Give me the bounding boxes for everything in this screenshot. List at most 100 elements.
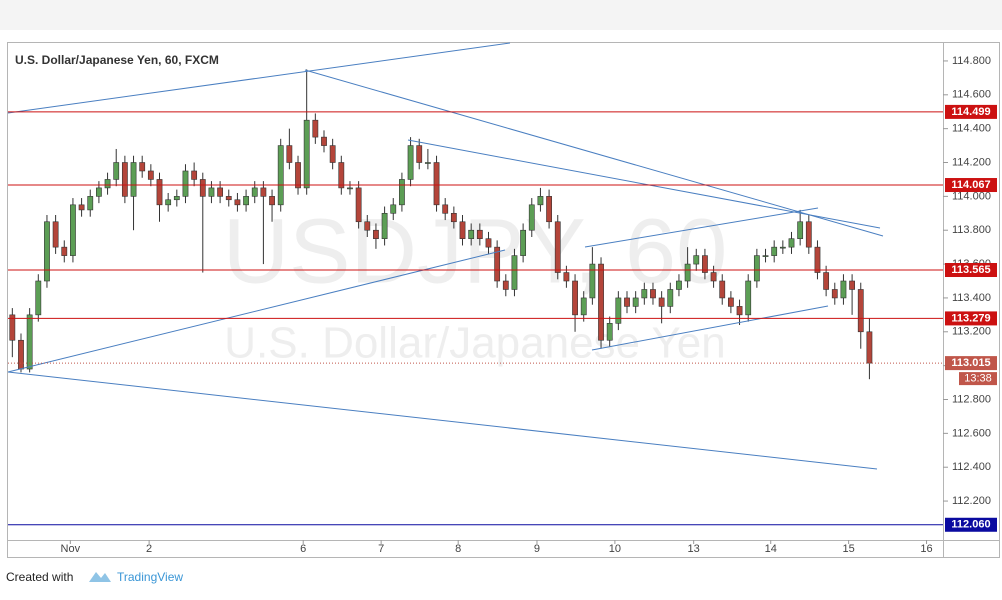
- candle-body: [286, 145, 293, 163]
- candle-body: [130, 162, 137, 197]
- y-tick-label: 112.200: [952, 495, 991, 507]
- trend-line: [7, 371, 878, 470]
- candle-body: [502, 280, 509, 290]
- candle-body: [407, 145, 414, 180]
- x-tick-label: 13: [688, 543, 700, 555]
- level-label: 113.279: [951, 312, 990, 324]
- trend-line: [584, 207, 819, 248]
- top-bar: [0, 0, 1002, 30]
- candle-body: [849, 280, 855, 290]
- candle-body: [468, 229, 475, 239]
- brand-link[interactable]: TradingView: [117, 570, 183, 584]
- candle-body: [373, 229, 379, 239]
- candle-body: [321, 136, 327, 146]
- candle-body: [277, 145, 284, 206]
- y-tick-label: 113.800: [952, 224, 991, 236]
- level-label: 114.067: [951, 179, 990, 191]
- candle-body: [684, 263, 691, 282]
- candle-body: [702, 255, 708, 273]
- title-bg: [10, 51, 232, 69]
- y-tick-label: 114.000: [952, 190, 991, 202]
- candle-body: [485, 238, 492, 248]
- last-price-bg: [945, 356, 997, 371]
- watermark: USDJPY, 60: [223, 200, 728, 302]
- candle-body: [546, 196, 552, 223]
- candle-body: [399, 179, 405, 206]
- candle-body: [217, 187, 224, 197]
- chart-title: U.S. Dollar/Japanese Yen, 60, FXCM: [15, 53, 219, 67]
- candle-body: [476, 229, 483, 239]
- candle-body: [459, 221, 466, 239]
- candle-body: [598, 263, 604, 341]
- x-tick-label: Nov: [61, 543, 81, 555]
- candle-body: [61, 246, 68, 256]
- candle-body: [719, 280, 726, 299]
- candle-body: [381, 212, 388, 239]
- candle-body: [78, 204, 85, 211]
- candle-body: [243, 196, 249, 206]
- candle-body: [35, 280, 42, 316]
- x-tick-label: 9: [534, 543, 540, 555]
- candle-body: [641, 289, 648, 299]
- last-price-label: 113.015: [951, 357, 990, 369]
- candle-body: [208, 187, 215, 197]
- candle-body: [779, 246, 786, 249]
- candle-body: [667, 289, 674, 307]
- candle-body: [26, 314, 33, 370]
- candle-body: [753, 255, 760, 282]
- candle-body: [104, 179, 111, 189]
- candle-body: [355, 187, 362, 223]
- candle-body: [182, 170, 189, 197]
- countdown-label: 13:38: [964, 373, 992, 385]
- candle-body: [632, 297, 639, 307]
- chart-frame: [7, 42, 1000, 558]
- candle-body: [831, 289, 838, 299]
- candle-body: [156, 179, 163, 206]
- candle-body: [295, 162, 301, 189]
- candle-body: [823, 272, 830, 290]
- candle-body: [269, 196, 275, 206]
- candle-body: [727, 297, 734, 307]
- candle-body: [511, 255, 518, 290]
- candle-body: [260, 187, 267, 197]
- x-tick-label: 16: [920, 543, 932, 555]
- y-tick-label: 112.800: [952, 393, 991, 405]
- candle-body: [18, 339, 24, 370]
- candle-body: [537, 196, 544, 206]
- y-tick-label: 114.200: [952, 156, 991, 168]
- candle-body: [165, 199, 172, 206]
- candle-body: [554, 221, 561, 273]
- candle-body: [442, 204, 449, 214]
- candle-body: [70, 204, 76, 256]
- candle-body: [797, 221, 804, 239]
- candles: [9, 69, 873, 380]
- x-tick-label: 7: [378, 543, 384, 555]
- candle-body: [234, 199, 241, 206]
- candle-body: [771, 246, 778, 256]
- candle-body: [312, 119, 319, 138]
- candle-body: [745, 280, 752, 316]
- x-tick-label: 14: [765, 543, 777, 555]
- candle-body: [572, 280, 578, 316]
- brand-logo: [89, 572, 111, 582]
- candle-body: [347, 187, 353, 190]
- candle-body: [338, 162, 345, 189]
- candle-body: [710, 272, 717, 282]
- candle-body: [303, 119, 310, 189]
- x-tick-label: 8: [455, 543, 461, 555]
- candle-body: [788, 238, 795, 248]
- candle-body: [676, 280, 682, 290]
- candle-body: [96, 187, 102, 197]
- candle-body: [450, 212, 457, 223]
- candle-body: [762, 255, 769, 257]
- level-label-bg: [945, 178, 997, 193]
- trend-lines: [7, 42, 884, 470]
- trend-line: [7, 42, 511, 114]
- candle-body: [615, 297, 622, 324]
- candle-body: [390, 204, 397, 214]
- countdown-bg: [959, 372, 997, 386]
- candle-body: [139, 162, 146, 172]
- candle-body: [563, 272, 570, 282]
- footer-text: Created with: [6, 570, 73, 584]
- candle-body: [113, 162, 120, 180]
